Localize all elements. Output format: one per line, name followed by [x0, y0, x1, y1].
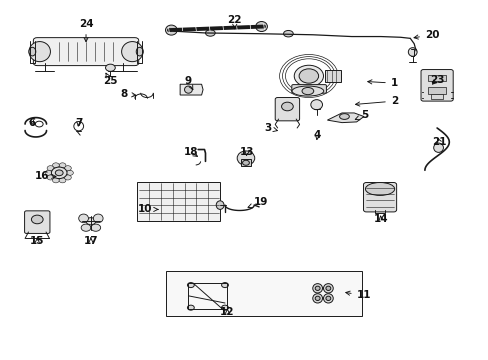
Ellipse shape [281, 102, 293, 111]
Ellipse shape [299, 69, 318, 83]
Ellipse shape [93, 214, 103, 223]
Ellipse shape [221, 305, 228, 310]
Ellipse shape [294, 65, 323, 87]
Ellipse shape [312, 284, 322, 293]
Ellipse shape [283, 31, 293, 37]
Ellipse shape [242, 160, 249, 165]
Ellipse shape [29, 41, 50, 62]
Polygon shape [180, 84, 203, 95]
Text: 25: 25 [103, 73, 118, 86]
Text: 22: 22 [227, 15, 242, 28]
Ellipse shape [91, 224, 101, 231]
Ellipse shape [302, 87, 313, 95]
Ellipse shape [237, 151, 254, 165]
Ellipse shape [310, 100, 322, 110]
Text: 10: 10 [137, 204, 158, 215]
Ellipse shape [205, 30, 215, 36]
Text: 17: 17 [83, 236, 98, 246]
Ellipse shape [365, 183, 394, 195]
Ellipse shape [86, 218, 96, 225]
Ellipse shape [312, 294, 322, 303]
Ellipse shape [64, 166, 71, 171]
FancyBboxPatch shape [363, 183, 396, 212]
Bar [241, 159, 250, 166]
Text: 16: 16 [35, 171, 56, 181]
Text: 1: 1 [367, 78, 397, 88]
Ellipse shape [323, 284, 332, 293]
Ellipse shape [187, 283, 194, 288]
Text: 5: 5 [355, 111, 368, 121]
FancyBboxPatch shape [291, 85, 326, 93]
Ellipse shape [81, 224, 91, 231]
Ellipse shape [55, 170, 63, 176]
Text: 4: 4 [313, 130, 321, 140]
FancyBboxPatch shape [275, 98, 299, 121]
Ellipse shape [52, 163, 59, 168]
Bar [137, 182, 220, 221]
Ellipse shape [325, 286, 330, 291]
Ellipse shape [315, 286, 320, 291]
Ellipse shape [221, 283, 228, 288]
Bar [166, 271, 361, 316]
Polygon shape [327, 113, 363, 123]
Ellipse shape [216, 201, 224, 210]
Bar [427, 75, 445, 81]
Text: 9: 9 [184, 76, 192, 90]
Ellipse shape [47, 175, 54, 180]
Text: 2: 2 [355, 96, 397, 106]
Ellipse shape [29, 47, 36, 56]
Ellipse shape [433, 143, 443, 152]
Ellipse shape [66, 170, 73, 175]
Ellipse shape [136, 47, 143, 56]
Ellipse shape [122, 41, 143, 62]
FancyBboxPatch shape [420, 69, 452, 101]
Bar [427, 87, 445, 94]
Text: 11: 11 [345, 291, 370, 301]
Ellipse shape [315, 296, 320, 301]
Bar [325, 69, 340, 82]
Text: 14: 14 [373, 215, 387, 224]
Ellipse shape [52, 178, 59, 183]
Ellipse shape [59, 178, 66, 183]
Ellipse shape [291, 86, 323, 96]
Ellipse shape [45, 170, 52, 175]
Ellipse shape [165, 25, 177, 35]
Ellipse shape [255, 22, 267, 32]
Text: 8: 8 [120, 89, 136, 99]
Text: 18: 18 [183, 147, 198, 157]
Text: 23: 23 [429, 75, 444, 85]
Ellipse shape [187, 305, 194, 310]
Text: 7: 7 [75, 118, 82, 128]
Ellipse shape [64, 175, 71, 180]
Bar [430, 94, 442, 99]
Ellipse shape [59, 163, 66, 168]
Ellipse shape [339, 114, 348, 120]
Text: 19: 19 [247, 197, 268, 208]
Ellipse shape [51, 167, 67, 179]
Ellipse shape [79, 214, 88, 223]
Ellipse shape [31, 215, 43, 224]
Ellipse shape [105, 64, 115, 71]
Text: 3: 3 [264, 123, 277, 133]
FancyBboxPatch shape [33, 38, 139, 66]
Text: 21: 21 [431, 138, 446, 147]
FancyBboxPatch shape [24, 211, 50, 233]
Text: 6: 6 [29, 118, 36, 128]
Ellipse shape [47, 166, 54, 171]
Text: 15: 15 [30, 236, 44, 246]
Text: 20: 20 [413, 30, 439, 40]
Ellipse shape [407, 48, 416, 56]
Text: 13: 13 [239, 147, 254, 157]
Text: 12: 12 [220, 307, 234, 317]
Ellipse shape [184, 86, 192, 93]
Ellipse shape [323, 294, 332, 303]
Text: 24: 24 [79, 19, 93, 42]
Ellipse shape [325, 296, 330, 301]
